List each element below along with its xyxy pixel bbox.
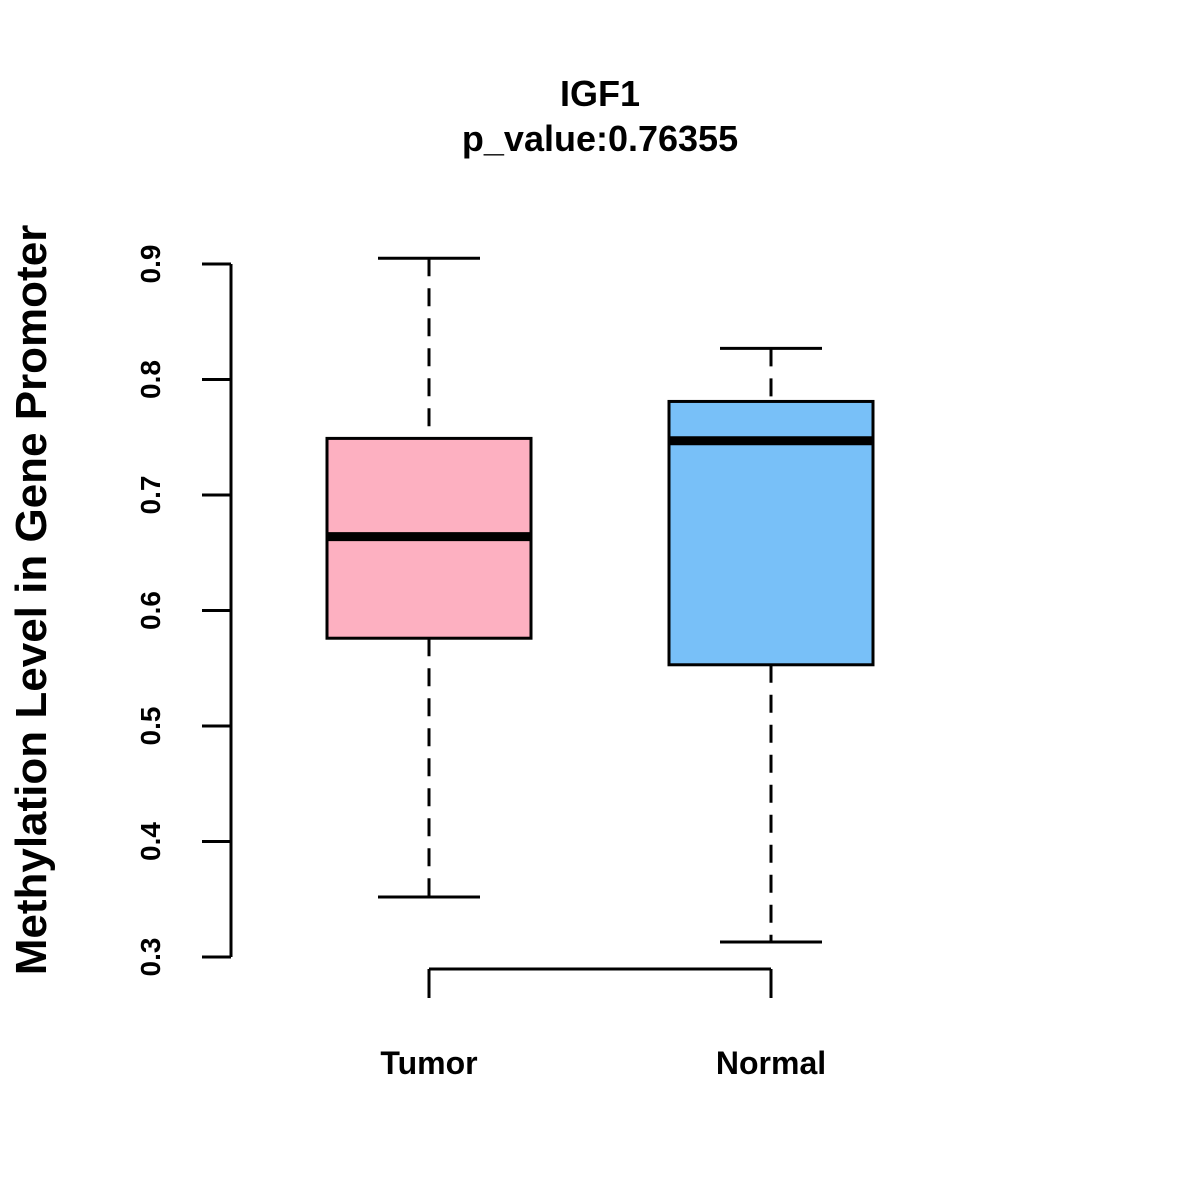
y-tick-label: 0.5 — [135, 707, 166, 746]
box-series: Tumor Normal — [325, 256, 875, 1081]
box-normal: Normal — [667, 346, 875, 1081]
y-axis-ticks: 0.3 0.4 0.5 0.6 0.7 0.8 0.9 — [135, 245, 231, 977]
y-axis-label: Methylation Level in Gene Promoter — [7, 225, 56, 976]
x-category-label: Tumor — [380, 1045, 477, 1081]
y-tick-label: 0.8 — [135, 360, 166, 399]
significance-bracket — [427, 967, 773, 998]
chart-subtitle: p_value:0.76355 — [462, 118, 738, 159]
y-tick-label: 0.3 — [135, 938, 166, 977]
y-tick-label: 0.7 — [135, 476, 166, 515]
y-tick-label: 0.9 — [135, 245, 166, 284]
y-tick-label: 0.4 — [135, 822, 166, 861]
y-tick-label: 0.6 — [135, 591, 166, 630]
chart-title: IGF1 — [560, 73, 640, 114]
iqr-box — [667, 399, 875, 667]
box-tumor: Tumor — [325, 256, 533, 1081]
x-category-label: Normal — [716, 1045, 826, 1081]
